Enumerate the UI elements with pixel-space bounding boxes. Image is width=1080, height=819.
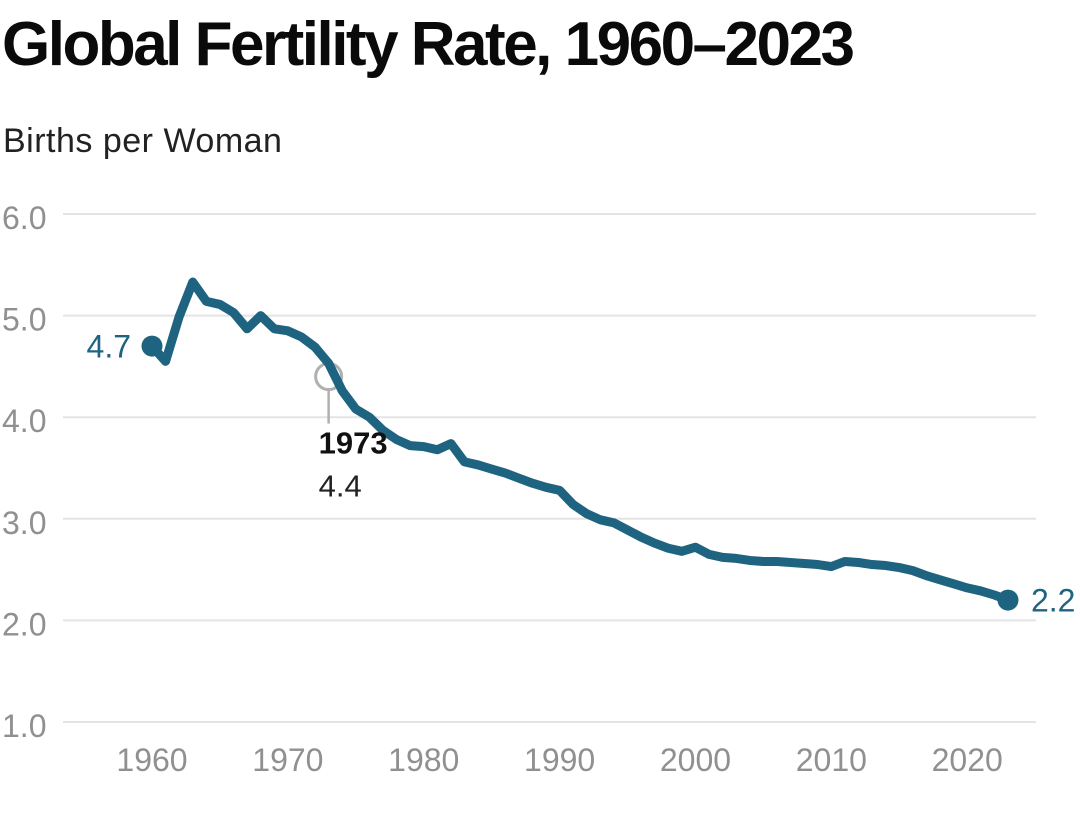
y-tick-label: 2.0 — [2, 606, 46, 642]
callout-value-label: 4.4 — [319, 469, 362, 504]
end-value-label: 2.2 — [1031, 583, 1075, 619]
start-value-label: 4.7 — [87, 329, 131, 365]
x-tick-label: 1960 — [116, 742, 187, 778]
x-tick-label: 2000 — [660, 742, 731, 778]
fertility-rate-line — [147, 277, 1013, 605]
x-tick-label: 1980 — [388, 742, 459, 778]
x-tick-label: 1970 — [252, 742, 323, 778]
callout-year-label: 1973 — [319, 426, 388, 461]
chart-subtitle: Births per Woman — [3, 122, 283, 160]
chart-title: Global Fertility Rate, 1960–2023 — [2, 10, 855, 79]
x-tick-label: 2010 — [796, 742, 867, 778]
x-tick-label: 1990 — [524, 742, 595, 778]
y-tick-label: 6.0 — [2, 200, 46, 236]
y-tick-label: 3.0 — [2, 505, 46, 541]
x-tick-label: 2020 — [932, 742, 1003, 778]
y-tick-label: 4.0 — [2, 403, 46, 439]
end-point-dot — [997, 589, 1019, 611]
start-point-dot — [141, 335, 163, 357]
y-tick-label: 1.0 — [2, 708, 46, 744]
y-tick-label: 5.0 — [2, 302, 46, 338]
